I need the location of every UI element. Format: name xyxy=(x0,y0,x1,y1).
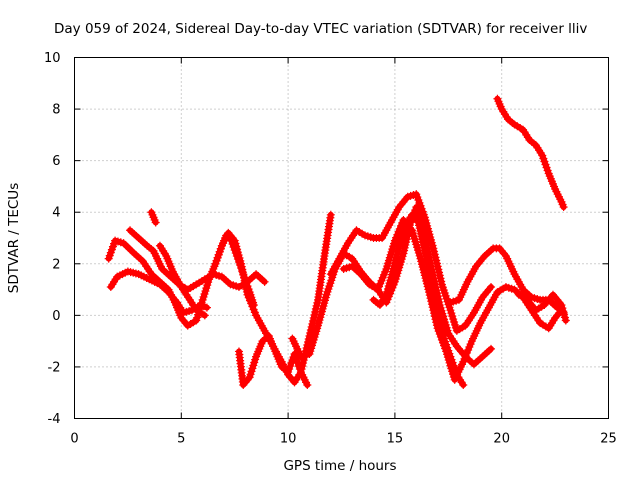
series-pass-d xyxy=(155,241,209,320)
data-point xyxy=(151,218,160,227)
y-tick-label: 6 xyxy=(52,154,60,169)
data-point xyxy=(202,303,211,312)
data-point xyxy=(326,210,335,219)
series-pass-n xyxy=(369,210,468,389)
x-tick-label: 5 xyxy=(177,432,185,447)
y-tick-label: 0 xyxy=(52,309,60,324)
y-axis-label: SDTVAR / TECUs xyxy=(6,183,22,293)
series-pass-i xyxy=(326,190,496,335)
y-tick-label: 8 xyxy=(52,103,60,118)
series-pass-l xyxy=(514,290,570,325)
x-tick-label: 0 xyxy=(70,432,78,447)
data-point xyxy=(487,344,496,353)
y-tick-label: -2 xyxy=(48,360,61,375)
y-tick-label: 10 xyxy=(44,51,61,66)
chart-title: Day 059 of 2024, Sidereal Day-to-day VTE… xyxy=(54,21,587,37)
data-point xyxy=(200,311,209,320)
series-pass-g xyxy=(234,331,312,389)
data-point xyxy=(459,380,468,389)
x-tick-label: 10 xyxy=(280,432,297,447)
data-point xyxy=(303,380,312,389)
data-point xyxy=(561,316,570,325)
x-tick-label: 20 xyxy=(493,432,510,447)
series-pass-m xyxy=(493,94,568,212)
plot-frame xyxy=(74,57,609,419)
y-tick-label: 4 xyxy=(52,206,60,221)
data-point xyxy=(559,203,568,212)
x-axis-label: GPS time / hours xyxy=(283,458,396,474)
data-point xyxy=(487,282,496,291)
y-tick-label: -4 xyxy=(48,412,61,427)
data-layer xyxy=(104,94,570,389)
series-pass-e xyxy=(147,208,160,227)
x-tick-label: 25 xyxy=(600,432,617,447)
y-tick-label: 2 xyxy=(52,257,60,272)
x-tick-label: 15 xyxy=(387,432,404,447)
data-point xyxy=(260,277,269,286)
tick-layer: 0 5 10 15 20 25 -4 -2 0 2 4 6 8 10 xyxy=(44,51,617,447)
